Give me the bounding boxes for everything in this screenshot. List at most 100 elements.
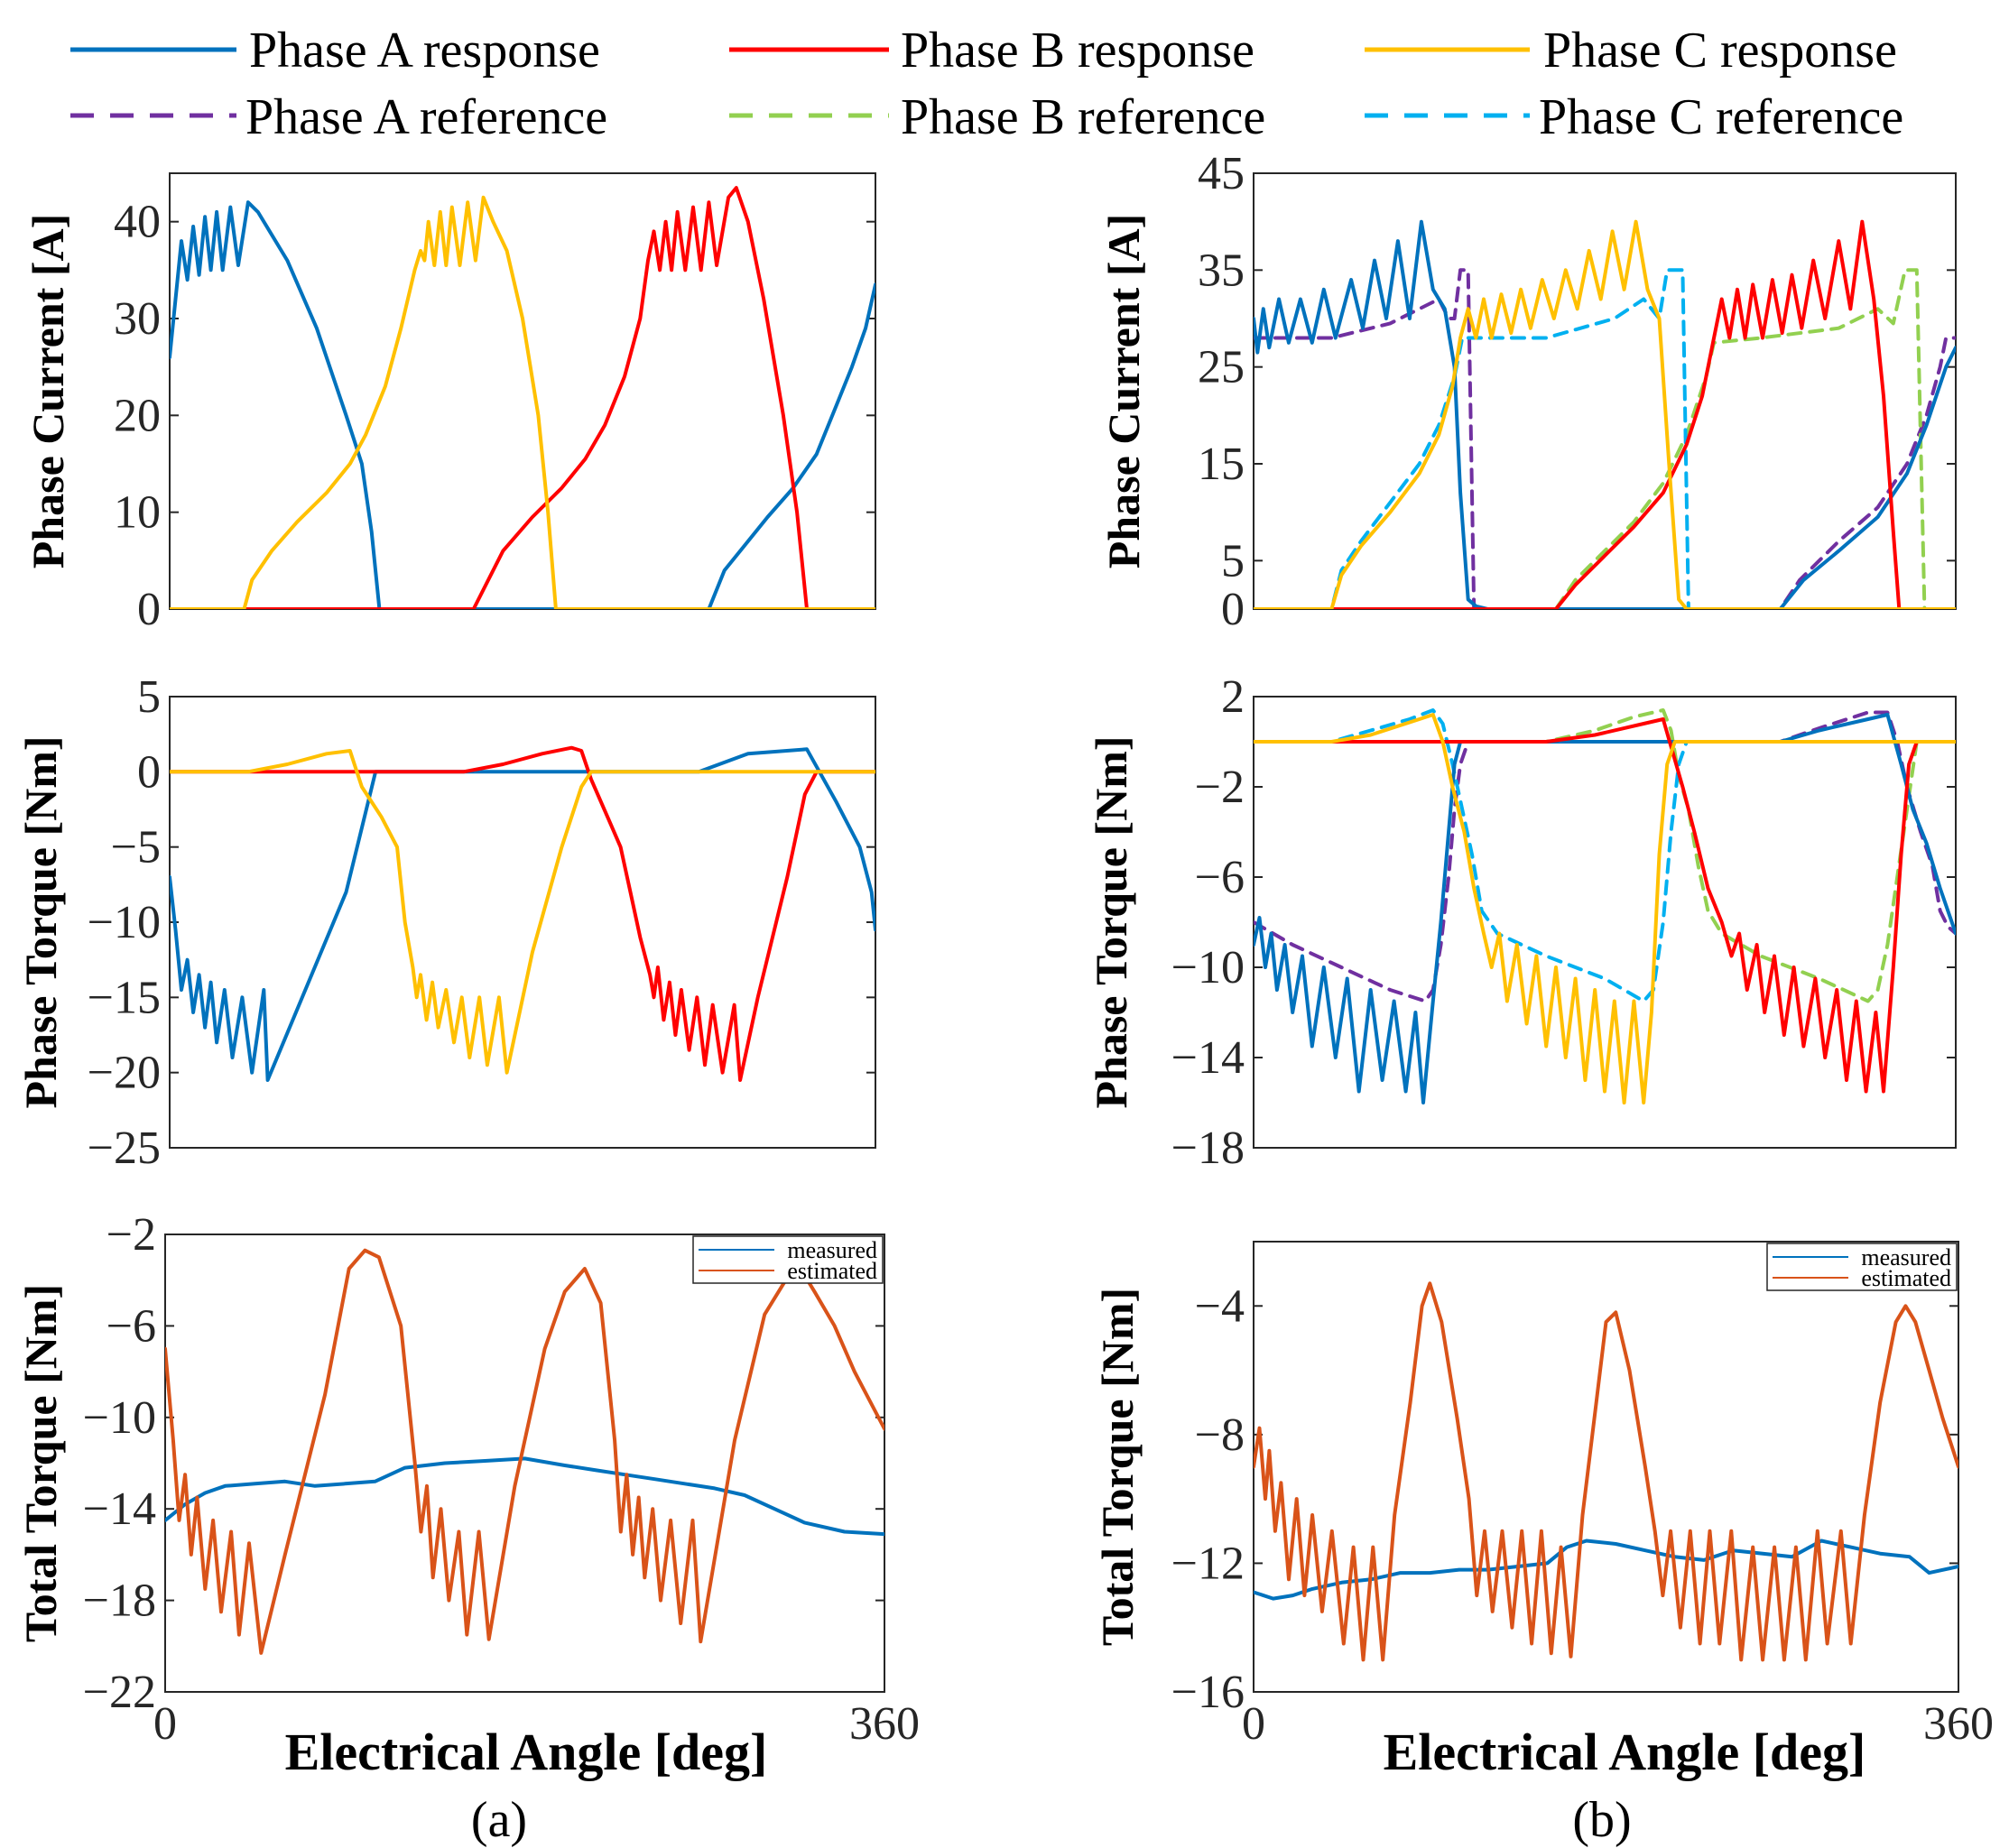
plot-b-phase-torque: −18 −14 −10 −6 −2 2 Phase Torque [Nm] — [1086, 671, 1957, 1174]
y-tick-label: 10 — [114, 487, 161, 539]
series-line-estimated — [1254, 1281, 1958, 1662]
x-tick-label: 0 — [153, 1698, 177, 1750]
series-group — [1254, 219, 1956, 609]
legend-label: Phase A reference — [245, 89, 607, 145]
y-tick-label: −22 — [83, 1667, 156, 1718]
series-line-phase-b-response — [1254, 717, 1956, 1094]
series-line-phase-c-reference — [1254, 708, 1956, 1003]
y-tick-label: 35 — [1198, 245, 1245, 296]
y-tick-label: 40 — [114, 197, 161, 248]
y-tick-label: −14 — [1171, 1032, 1245, 1084]
inner-legend-box — [1766, 1243, 1958, 1291]
y-tick-label: −6 — [1195, 852, 1245, 903]
y-tick-label: −14 — [83, 1483, 156, 1535]
y-tick-label: −10 — [83, 1392, 156, 1444]
main-legend: Phase A response Phase B response Phase … — [70, 23, 1903, 145]
y-tick-label: 15 — [1198, 439, 1245, 490]
y-tick-label: −6 — [106, 1300, 156, 1352]
y-tick-label: 20 — [114, 390, 161, 441]
y-tick-label: −10 — [1171, 942, 1245, 993]
inner-legend-label: estimated — [787, 1258, 877, 1284]
series-line-phase-a-response — [1254, 713, 1956, 1104]
y-tick-label: −25 — [88, 1123, 161, 1174]
y-axis-label: Phase Torque [Nm] — [15, 735, 66, 1108]
plot-b-phase-current: 05 15 25 35 45 Phase Current [A] — [1098, 148, 1957, 635]
inner-legend-label: estimated — [1861, 1265, 1951, 1291]
axes-box — [169, 172, 876, 610]
plot-a-phase-current: 0 10 20 30 40 Phase Current [A] — [23, 172, 876, 635]
axes-box — [169, 696, 876, 1149]
series-line-phase-b-response — [170, 186, 875, 609]
series-line-phase-a-response — [170, 747, 875, 1082]
legend-label: Phase A response — [249, 23, 600, 79]
axes-box — [1253, 172, 1957, 610]
y-tick-label: 0 — [1221, 584, 1245, 635]
y-axis-label: Phase Current [A] — [1098, 214, 1149, 568]
series-line-phase-c-response — [1254, 219, 1956, 609]
plot-a-total-torque: −22 −18 −14 −10 −6 −2 0 360 Total Torque [Nm] mea… — [15, 1209, 920, 1750]
x-axis-label-b: Electrical Angle [deg] — [1384, 1723, 1866, 1781]
y-tick-label: −10 — [88, 897, 161, 948]
plot-a-phase-torque: −25 −20 −15 −10 −5 0 5 Phase Torque [Nm] — [15, 671, 876, 1174]
y-tick-label: −16 — [1171, 1667, 1245, 1718]
y-axis-label: Phase Torque [Nm] — [1086, 735, 1136, 1108]
x-axis-label-a: Electrical Angle [deg] — [285, 1723, 768, 1781]
x-tick-label: 360 — [1923, 1698, 1994, 1750]
legend-label: Phase B response — [901, 23, 1254, 79]
series-group — [170, 186, 875, 609]
series-group — [170, 745, 875, 1082]
y-tick-label: −18 — [1171, 1123, 1245, 1174]
series-line-phase-c-response — [1254, 713, 1956, 1104]
series-line-phase-a-response — [170, 200, 875, 609]
series-group — [1254, 708, 1956, 1104]
axes-box — [164, 1234, 885, 1693]
series-line-phase-b-response — [1254, 219, 1956, 609]
series-line-measured — [165, 1456, 884, 1537]
y-tick-label: 5 — [137, 671, 161, 723]
y-tick-label: 0 — [137, 584, 161, 635]
y-axis-label: Total Torque [Nm] — [1092, 1288, 1143, 1646]
series-group — [1254, 1281, 1958, 1662]
legend-entry-phase-a-response: Phase A response — [70, 23, 600, 79]
y-tick-label: −15 — [88, 972, 161, 1023]
legend-entry-phase-b-reference: Phase B reference — [729, 89, 1265, 145]
y-tick-label: −20 — [88, 1048, 161, 1099]
legend-entry-phase-b-response: Phase B response — [729, 23, 1254, 79]
series-line-phase-b-reference — [1254, 708, 1956, 1003]
y-tick-label: 45 — [1198, 148, 1245, 199]
legend-entry-phase-c-response: Phase C response — [1365, 23, 1897, 79]
legend-entry-phase-c-reference: Phase C reference — [1365, 89, 1903, 145]
legend-label: Phase B reference — [901, 89, 1265, 145]
y-axis-label: Total Torque [Nm] — [15, 1284, 66, 1642]
y-tick-label: −18 — [83, 1575, 156, 1627]
y-axis-label: Phase Current [A] — [23, 214, 73, 568]
series-group — [165, 1248, 884, 1655]
y-tick-label: −2 — [1195, 762, 1245, 813]
caption-b: (b) — [1572, 1792, 1631, 1848]
series-line-phase-c-reference — [1254, 268, 1956, 609]
x-tick-label: 360 — [849, 1698, 920, 1750]
legend-entry-phase-a-reference: Phase A reference — [70, 89, 607, 145]
legend-label: Phase C reference — [1539, 89, 1903, 145]
plot-b-total-torque: −16 −12 −8 −4 0 360 Total Torque [Nm] measurede… — [1092, 1241, 1994, 1750]
series-line-phase-a-response — [1254, 219, 1956, 609]
y-tick-label: −12 — [1171, 1538, 1245, 1589]
x-tick-label: 0 — [1242, 1698, 1265, 1750]
inner-legend-label: measured — [787, 1237, 877, 1263]
series-line-estimated — [165, 1248, 884, 1655]
y-tick-label: 30 — [114, 293, 161, 345]
y-tick-label: 0 — [137, 746, 161, 798]
series-line-phase-c-response — [170, 749, 875, 1075]
legend-label: Phase C response — [1543, 23, 1897, 79]
series-line-phase-c-response — [170, 195, 875, 609]
y-tick-label: −2 — [106, 1209, 156, 1261]
inner-legend-box — [692, 1235, 884, 1284]
y-tick-label: 2 — [1221, 671, 1245, 723]
y-tick-label: −5 — [111, 822, 161, 873]
series-line-phase-b-response — [170, 745, 875, 1082]
y-tick-label: 5 — [1221, 535, 1245, 587]
series-line-phase-a-reference — [1254, 268, 1956, 609]
series-line-phase-a-response-return- — [707, 282, 875, 609]
